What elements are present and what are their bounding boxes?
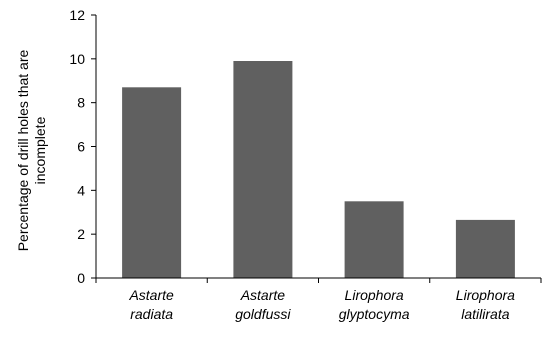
x-category-label-line: glyptocyma [339, 306, 410, 322]
y-tick-label-1: 2 [77, 226, 85, 242]
y-axis-title: Percentage of drill holes that areincomp… [15, 50, 48, 252]
x-category-label-line: Lirophora [456, 287, 515, 303]
bar-0 [122, 87, 182, 278]
y-axis-title-line: incomplete [32, 116, 48, 184]
y-tick-label-6: 12 [69, 7, 85, 23]
axes [91, 14, 542, 283]
x-category-label-3: Lirophora latilirata [456, 287, 515, 322]
bar-2 [344, 201, 404, 278]
y-tick-label-4: 8 [77, 95, 85, 111]
x-category-label-line: Lirophora [345, 287, 404, 303]
x-category-label-line: goldfussi [235, 306, 291, 322]
y-tick-label-0: 0 [77, 270, 85, 286]
y-tick-label-2: 4 [77, 182, 85, 198]
y-tick-label-5: 10 [69, 51, 85, 67]
y-axis-title-line: Percentage of drill holes that are [15, 50, 31, 252]
x-category-label-line: latilirata [461, 306, 509, 322]
bar-3 [455, 219, 515, 278]
x-category-label-line: Astarte [240, 287, 286, 303]
y-tick-label-3: 6 [77, 139, 85, 155]
labels: 0 2 4 6 8 10 12 Astarte radiata Astarte goldfussi L… [15, 7, 515, 322]
x-category-label-line: radiata [130, 306, 173, 322]
x-category-label-1: Astarte goldfussi [235, 287, 291, 322]
x-category-label-2: Lirophora glyptocyma [339, 287, 410, 322]
x-category-label-0: Astarte radiata [128, 287, 174, 322]
bar-1 [233, 61, 293, 278]
plot-area [122, 61, 515, 278]
x-category-label-line: Astarte [128, 287, 174, 303]
